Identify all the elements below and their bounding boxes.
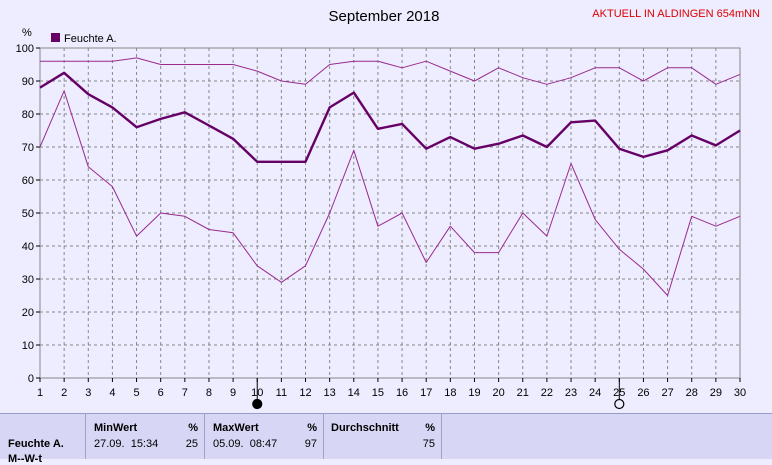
x-tick-label: 7: [182, 387, 188, 399]
x-tick-label: 6: [158, 387, 164, 399]
stats-min-cell: MinWert % 27.09. 15:34 25: [86, 414, 205, 459]
x-tick-label: 13: [324, 387, 336, 399]
y-tick-label: 10: [22, 340, 34, 352]
y-tick-label: 50: [22, 208, 34, 220]
x-tick-label: 4: [109, 387, 115, 399]
x-tick-label: 23: [565, 387, 577, 399]
x-tick-label: 19: [468, 387, 480, 399]
x-tick-label: 17: [420, 387, 432, 399]
x-tick-label: 20: [492, 387, 504, 399]
x-tick-label: 12: [299, 387, 311, 399]
moon-markers: [252, 378, 625, 410]
stats-row-label-2: M--W-t: [8, 453, 42, 465]
avg-unit: %: [425, 422, 435, 434]
y-tick-label: 0: [28, 373, 34, 385]
stats-label-cell: Feuchte A. M--W-t: [0, 414, 86, 465]
chart-title: September 2018: [329, 8, 440, 25]
stats-panel: Feuchte A. M--W-t MinWert % 27.09. 15:34…: [0, 413, 772, 465]
x-tick-label: 30: [734, 387, 746, 399]
series-group: [39, 57, 741, 296]
y-tick-label: 100: [16, 43, 34, 55]
y-tick-label: 30: [22, 274, 34, 286]
stats-max-cell: MaxWert % 05.09. 08:47 97: [205, 414, 324, 459]
y-tick-label: 80: [22, 109, 34, 121]
legend-label: Feuchte A.: [64, 33, 117, 45]
x-tick-label: 3: [85, 387, 91, 399]
x-tick-label: 24: [589, 387, 601, 399]
x-tick-label: 2: [61, 387, 67, 399]
series-line-max: [40, 57, 741, 85]
x-tick-label: 21: [517, 387, 529, 399]
x-tick-label: 1: [37, 387, 43, 399]
x-tick-label: 5: [133, 387, 139, 399]
y-tick-label: 70: [22, 142, 34, 154]
y-tick-label: 90: [22, 76, 34, 88]
x-tick-label: 11: [276, 387, 287, 399]
legend: Feuchte A.: [51, 33, 117, 45]
x-tick-label: 9: [230, 387, 236, 399]
full-moon-icon: [614, 398, 625, 410]
max-label: MaxWert: [213, 422, 259, 434]
grid: [40, 48, 740, 378]
series-line-avg: [39, 71, 741, 164]
y-tick-label: 40: [22, 241, 34, 253]
station-label: AKTUELL IN ALDINGEN 654mNN: [592, 8, 760, 20]
y-tick-label: 60: [22, 175, 34, 187]
legend-swatch: [51, 33, 60, 42]
max-value: 97: [304, 438, 317, 450]
max-unit: %: [307, 422, 317, 434]
x-tick-label: 27: [661, 387, 673, 399]
new-moon-icon: [252, 398, 263, 410]
x-tick-label: 18: [444, 387, 456, 399]
y-tick-label: 20: [22, 307, 34, 319]
series-line-min: [39, 90, 741, 296]
x-tick-label: 15: [372, 387, 384, 399]
x-tick-label: 16: [396, 387, 408, 399]
stats-row-label: Feuchte A.: [8, 438, 64, 450]
avg-value: 75: [422, 438, 435, 450]
stats-avg-cell: Durchschnitt % 75: [324, 414, 442, 459]
min-datetime: 27.09. 15:34: [94, 438, 159, 450]
x-tick-label: 22: [541, 387, 553, 399]
max-datetime: 05.09. 08:47: [213, 438, 278, 450]
humidity-chart: September 2018 AKTUELL IN ALDINGEN 654mN…: [16, 8, 760, 410]
x-tick-label: 28: [686, 387, 698, 399]
x-tick-label: 29: [710, 387, 722, 399]
min-unit: %: [188, 422, 198, 434]
avg-label: Durchschnitt: [331, 422, 399, 434]
y-axis-unit: %: [22, 27, 32, 39]
x-tick-label: 8: [206, 387, 212, 399]
x-tick-label: 14: [348, 387, 360, 399]
min-label: MinWert: [94, 422, 138, 434]
min-value: 25: [185, 438, 198, 450]
x-tick-label: 26: [637, 387, 649, 399]
